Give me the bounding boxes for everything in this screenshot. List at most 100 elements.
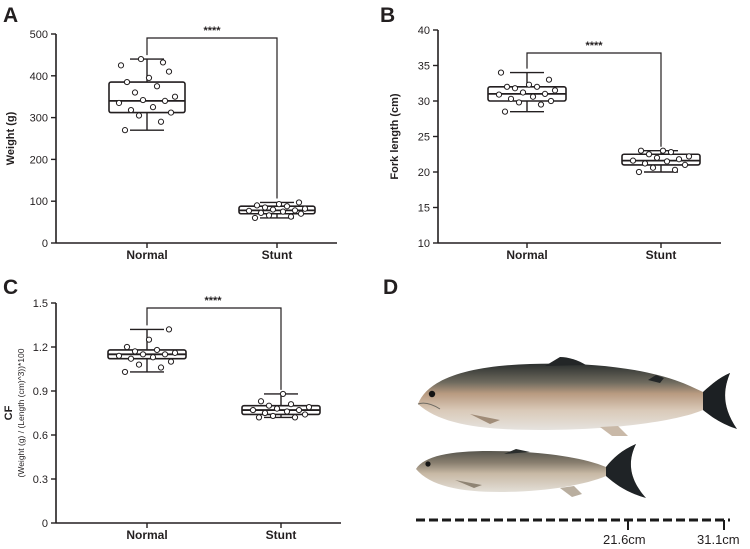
x-category-label: Stunt — [262, 248, 293, 262]
data-point — [301, 205, 309, 212]
x-category-label: Normal — [506, 248, 547, 262]
data-point — [497, 69, 505, 76]
data-point — [645, 151, 653, 158]
data-point — [145, 336, 153, 343]
scale-label-31-1: 31.1cm — [697, 532, 740, 547]
data-point — [279, 208, 287, 215]
y-tick-label: 200 — [30, 154, 48, 166]
y-tick-label: 0 — [42, 238, 48, 250]
y-axis-label: Fork length (cm) — [389, 93, 401, 180]
data-point — [255, 414, 263, 421]
bracket-line — [146, 307, 282, 390]
y-tick-label: 100 — [30, 196, 48, 208]
data-point — [297, 210, 305, 217]
y-axis-label: CF — [3, 405, 15, 420]
data-point — [135, 361, 143, 368]
y-tick-label: 35 — [418, 61, 430, 73]
data-point — [131, 89, 139, 96]
significance-label: **** — [585, 40, 603, 52]
scale-bar: 21.6cm 31.1cm — [416, 518, 740, 547]
data-point — [167, 109, 175, 116]
data-point — [525, 81, 533, 88]
data-point — [545, 76, 553, 83]
data-point — [287, 401, 295, 408]
data-point — [529, 93, 537, 100]
data-point — [551, 87, 559, 94]
significance-bracket: **** — [146, 295, 282, 390]
bracket-line — [146, 37, 278, 199]
x-category-label: Normal — [126, 248, 167, 262]
y-tick-label: 1.2 — [33, 342, 48, 354]
y-tick-label: 20 — [418, 167, 430, 179]
data-point — [171, 93, 179, 100]
data-point — [249, 406, 257, 414]
y-tick-label: 10 — [418, 238, 430, 250]
data-point — [171, 349, 179, 356]
significance-label: **** — [203, 25, 221, 37]
data-point — [123, 78, 131, 86]
data-point — [547, 97, 555, 105]
data-point — [123, 343, 131, 351]
data-point — [261, 204, 269, 211]
data-point — [131, 348, 139, 355]
x-category-label: Stunt — [266, 528, 297, 542]
panel-d-fish-photo: 21.6cm 31.1cm — [416, 357, 740, 547]
y-tick-label: 30 — [418, 96, 430, 108]
data-point — [295, 199, 303, 206]
data-point — [291, 207, 299, 214]
data-point — [165, 68, 173, 75]
data-point — [127, 355, 135, 362]
y-tick-label: 15 — [418, 203, 430, 215]
data-point — [291, 414, 299, 421]
data-point — [533, 83, 541, 90]
y-tick-label: 40 — [418, 25, 430, 37]
y-tick-label: 25 — [418, 132, 430, 144]
box-iqr — [108, 81, 186, 114]
data-point — [629, 157, 637, 164]
data-point — [117, 62, 125, 69]
y-axis-label: Weight (g) — [5, 111, 17, 165]
data-point — [127, 106, 135, 114]
data-point — [121, 127, 129, 134]
data-point — [275, 201, 283, 208]
box-stunt — [238, 199, 316, 222]
data-point — [273, 405, 281, 412]
panel-letter-a: A — [3, 4, 18, 27]
panel-letter-d: D — [383, 276, 398, 299]
data-point — [495, 91, 503, 98]
y-tick-label: 300 — [30, 113, 48, 125]
data-point — [137, 55, 145, 63]
panel-c-condition-factor-chart: 0 0.3 0.6 0.9 1.2 1.5 Normal Stunt CF (Weight (g)… — [3, 295, 341, 542]
x-category-label: Stunt — [646, 248, 677, 262]
data-point — [653, 154, 661, 161]
data-point — [161, 351, 169, 358]
data-point — [157, 118, 165, 125]
significance-bracket: **** — [146, 25, 278, 199]
data-point — [269, 412, 277, 420]
data-point — [167, 358, 175, 365]
data-point — [671, 166, 679, 173]
box-normal — [487, 69, 567, 115]
data-point — [641, 160, 649, 167]
data-point — [675, 156, 683, 163]
data-point — [153, 83, 161, 90]
y-tick-label: 0.3 — [33, 474, 48, 486]
data-point — [121, 368, 129, 376]
panel-letter-c: C — [3, 276, 18, 299]
data-point — [265, 402, 273, 409]
data-point — [541, 90, 549, 98]
data-point — [245, 207, 253, 214]
data-point — [659, 147, 667, 154]
data-point — [251, 214, 259, 222]
data-point — [283, 408, 291, 415]
data-point — [261, 409, 269, 417]
data-point — [511, 85, 519, 92]
data-point — [115, 99, 123, 107]
data-point — [139, 96, 147, 104]
data-point — [503, 83, 511, 90]
normal-fish — [417, 357, 737, 436]
data-point — [507, 95, 515, 102]
data-point — [149, 354, 157, 361]
y-tick-label: 0.6 — [33, 430, 48, 442]
data-point — [161, 97, 169, 104]
